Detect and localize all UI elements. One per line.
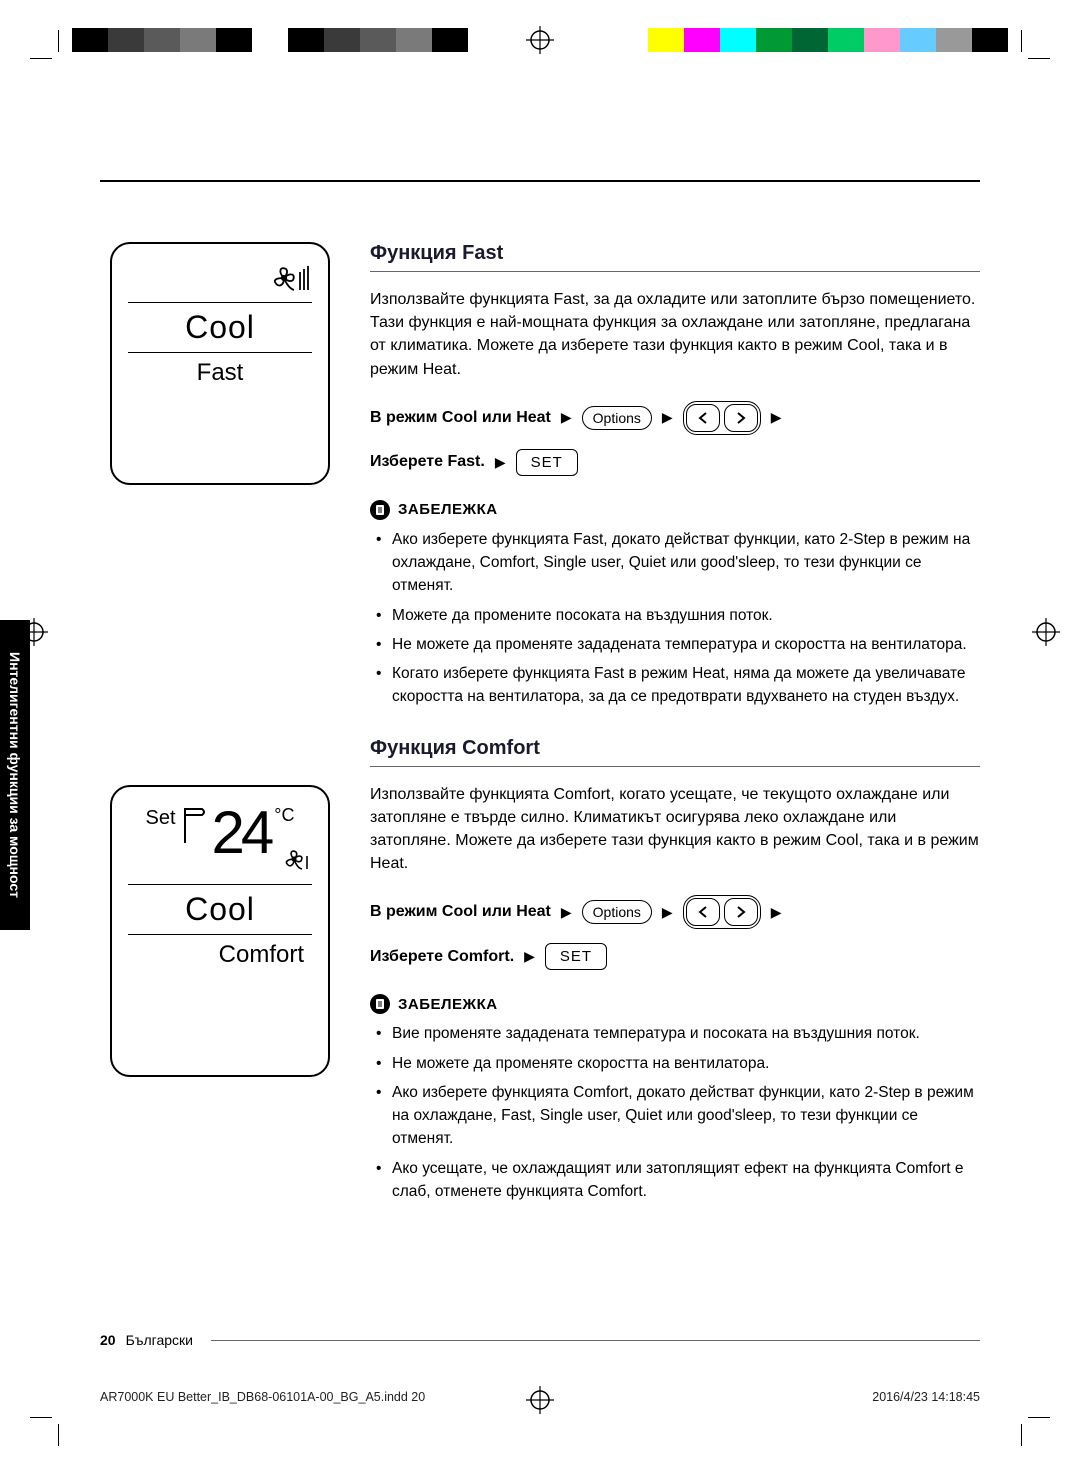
set-button[interactable]: SET [545, 943, 607, 970]
note-icon [370, 500, 390, 520]
step-label: Изберете Fast. [370, 453, 485, 471]
arrow-icon: ▶ [524, 948, 535, 965]
options-button[interactable]: Options [582, 406, 652, 430]
page-number: 20 [100, 1332, 116, 1348]
note-item: Не можете да променяте зададената темпер… [392, 633, 980, 656]
nav-button-pair[interactable] [683, 401, 761, 435]
step-row: В режим Cool или Heat ▶ Options ▶ ▶ [370, 895, 980, 929]
note-item: Можете да промените посоката на въздушни… [392, 604, 980, 627]
section-tab: Интелигентни функции за мощност [0, 620, 30, 930]
arrow-icon: ▶ [561, 409, 572, 426]
page-footer: 20 Български [100, 1332, 980, 1348]
step-label: В режим Cool или Heat [370, 409, 551, 427]
nav-button-pair[interactable] [683, 895, 761, 929]
arrow-icon: ▶ [662, 409, 673, 426]
nav-right-button[interactable] [724, 898, 758, 926]
note-item: Не можете да променяте скоростта на вент… [392, 1052, 980, 1075]
note-heading: ЗАБЕЛЕЖКА [398, 996, 498, 1013]
page-language: Български [126, 1332, 193, 1348]
note-item: Ако усещате, че охлаждащият или затоплящ… [392, 1157, 980, 1204]
remote-submode: Comfort [128, 941, 312, 969]
arrow-icon: ▶ [561, 904, 572, 921]
note-icon [370, 994, 390, 1014]
temperature-unit: °C [274, 805, 294, 826]
temperature-value: 24 [212, 803, 271, 863]
note-block-fast: ЗАБЕЛЕЖКА Ако изберете функцията Fast, д… [370, 500, 980, 709]
page-content: Интелигентни функции за мощност [100, 100, 980, 1376]
fan-icon [268, 260, 312, 294]
arrow-icon: ▶ [662, 904, 673, 921]
section-title-comfort: Функция Comfort [370, 737, 980, 767]
body-text-comfort: Използвайте функцията Comfort, когато ус… [370, 783, 980, 876]
registration-mark-right [1032, 618, 1060, 646]
step-row: В режим Cool или Heat ▶ Options ▶ ▶ [370, 401, 980, 435]
print-file: AR7000K EU Better_IB_DB68-06101A-00_BG_A… [100, 1390, 425, 1404]
step-row: Изберете Comfort. ▶ SET [370, 943, 980, 970]
note-item: Вие променяте зададената температура и п… [392, 1022, 980, 1045]
note-item: Ако изберете функцията Comfort, докато д… [392, 1081, 980, 1151]
step-label: В режим Cool или Heat [370, 903, 551, 921]
nav-left-button[interactable] [686, 898, 720, 926]
note-block-comfort: ЗАБЕЛЕЖКА Вие променяте зададената темпе… [370, 994, 980, 1203]
nav-right-button[interactable] [724, 404, 758, 432]
note-item: Когато изберете функцията Fast в режим H… [392, 662, 980, 709]
remote-mode: Cool [128, 309, 312, 346]
remote-display-fast: Cool Fast [110, 242, 330, 485]
note-heading: ЗАБЕЛЕЖКА [398, 501, 498, 518]
body-text-fast: Използвайте функцията Fast, за да охлади… [370, 288, 980, 381]
step-label: Изберете Comfort. [370, 948, 514, 966]
arrow-icon: ▶ [771, 904, 782, 921]
arrow-icon: ▶ [771, 409, 782, 426]
options-button[interactable]: Options [582, 900, 652, 924]
print-date: 2016/4/23 14:18:45 [872, 1390, 980, 1404]
print-footer: AR7000K EU Better_IB_DB68-06101A-00_BG_A… [100, 1390, 980, 1404]
note-item: Ако изберете функцията Fast, докато дейс… [392, 528, 980, 598]
flag-icon [182, 803, 208, 857]
section-title-fast: Функция Fast [370, 242, 980, 272]
set-button[interactable]: SET [516, 449, 578, 476]
remote-submode: Fast [128, 359, 312, 387]
set-label: Set [146, 807, 176, 830]
registration-mark-top [526, 26, 554, 54]
nav-left-button[interactable] [686, 404, 720, 432]
arrow-icon: ▶ [495, 454, 506, 471]
step-row: Изберете Fast. ▶ SET [370, 449, 980, 476]
remote-display-comfort: Set 24 °C [110, 785, 330, 1077]
remote-mode: Cool [128, 891, 312, 928]
page-rule [100, 180, 980, 182]
